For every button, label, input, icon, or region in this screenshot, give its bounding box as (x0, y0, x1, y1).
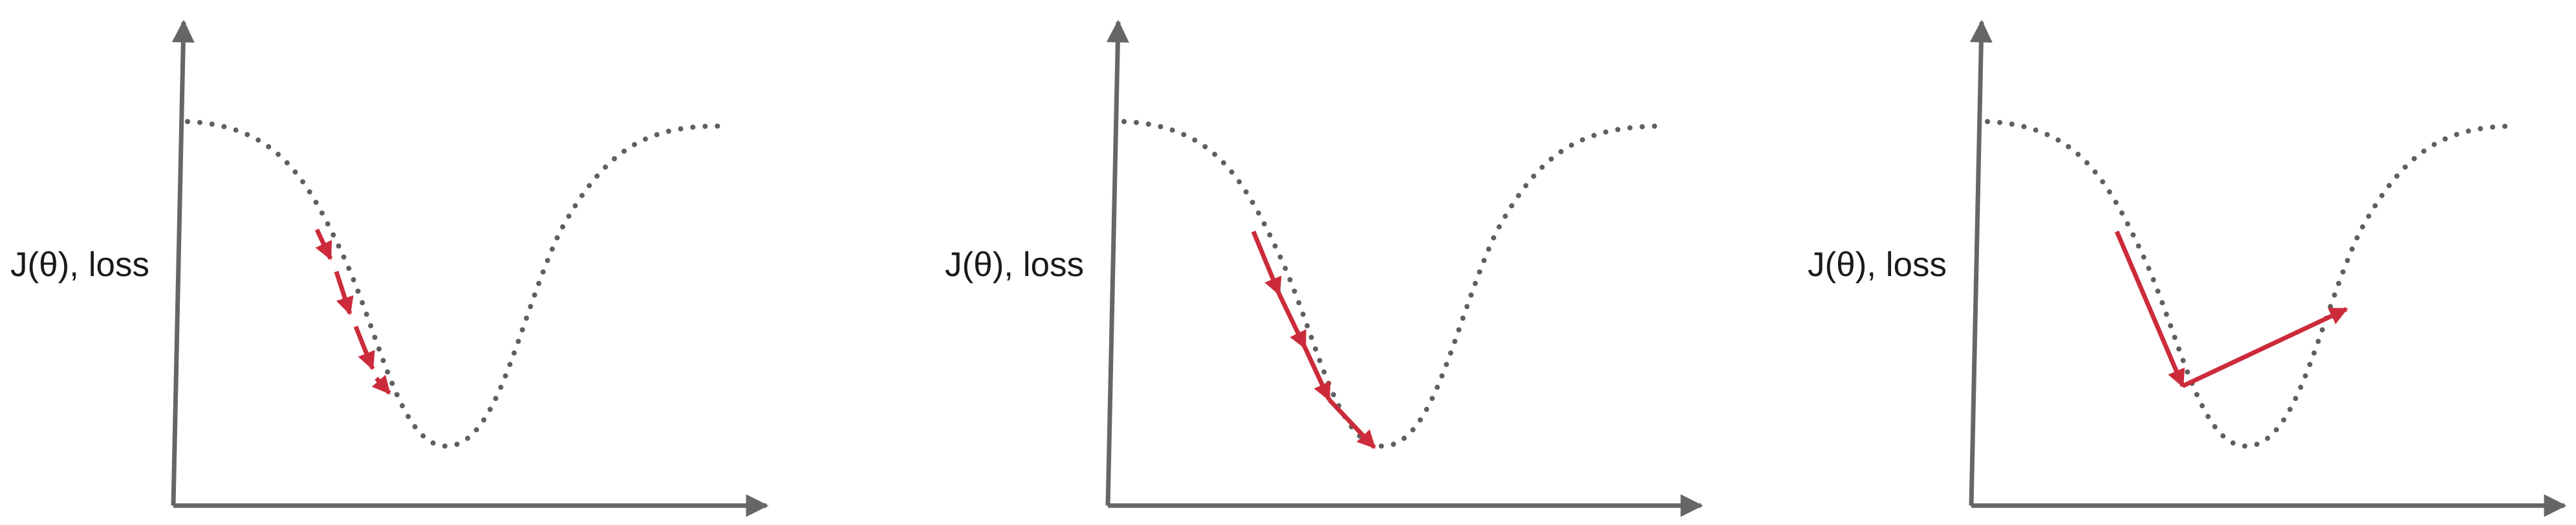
step-arrow (2181, 306, 2348, 389)
panel-good-learning-rate: J(θ), loss (945, 19, 1704, 517)
step-arrow (334, 270, 354, 316)
y-axis (1969, 19, 1993, 506)
y-axis-label: J(θ), loss (945, 246, 1084, 284)
y-axis-label: J(θ), loss (10, 246, 149, 284)
step-arrow (314, 228, 333, 261)
step-arrow (1327, 398, 1376, 449)
gradient-steps (1251, 230, 1376, 449)
panel-small-learning-rate: J(θ), loss (10, 19, 769, 517)
loss-curve (1121, 119, 1666, 449)
y-axis (171, 19, 195, 506)
gradient-steps (314, 228, 391, 395)
step-arrow (1277, 293, 1308, 350)
panel-large-learning-rate: J(θ), loss (1808, 19, 2567, 517)
step-arrow (1251, 230, 1282, 296)
step-arrow (2114, 230, 2185, 388)
step-arrow (1303, 347, 1332, 402)
step-arrow (353, 325, 375, 370)
loss-curve (185, 119, 720, 449)
loss-curve (1985, 119, 2518, 449)
step-arrow (371, 374, 391, 395)
y-axis-label: J(θ), loss (1808, 246, 1947, 284)
gradient-steps (2114, 230, 2348, 389)
y-axis (1105, 19, 1129, 506)
